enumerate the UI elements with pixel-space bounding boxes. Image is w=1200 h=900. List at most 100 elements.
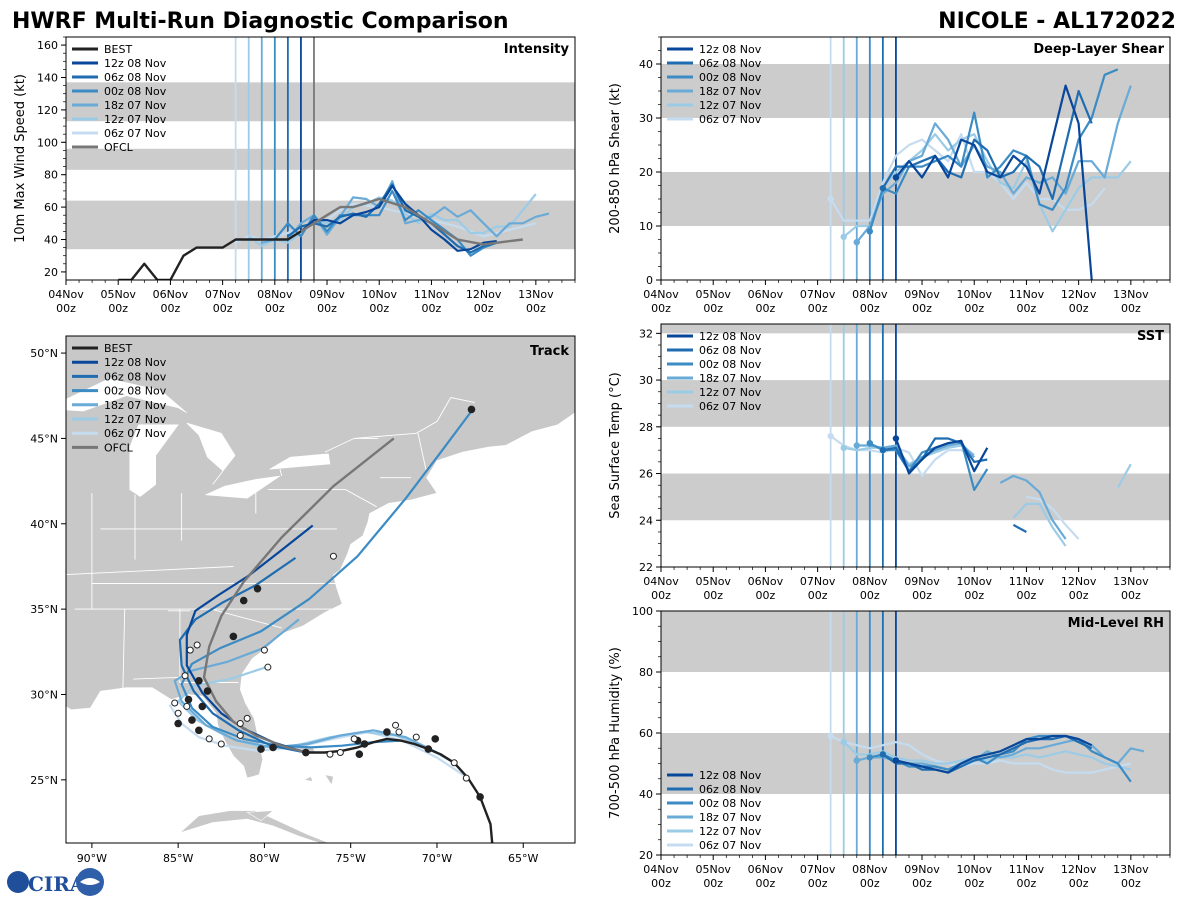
x-tick-label-hour: 00z [1069, 302, 1089, 315]
track-line-OFCL [202, 437, 395, 754]
x-tick-label: 85°W [163, 852, 193, 865]
x-tick-label-hour: 00z [1121, 302, 1141, 315]
track-position-marker [184, 695, 193, 704]
y-tick-label: 10 [639, 220, 653, 233]
series-start-marker [892, 174, 900, 181]
y-tick-label: 20 [44, 266, 58, 279]
series-line-r12z07 [842, 741, 1132, 771]
series-line-r12z07 [843, 444, 1132, 547]
track-panel: 90°W 85°W 80°W 75°W 70°W 65°W 25°N 30°N 35°N 40°N… [30, 335, 576, 865]
land-island [179, 810, 330, 843]
x-tick-label: 80°W [249, 852, 279, 865]
track-position-marker-open [171, 699, 179, 707]
x-tick-label-date: 10Nov [361, 288, 397, 301]
x-tick-label-hour: 00z [1017, 302, 1037, 315]
great-lake [204, 475, 281, 499]
track-position-marker-open [193, 641, 201, 649]
series-start-marker [892, 757, 900, 764]
x-tick-label-date: 12Nov [1061, 863, 1097, 876]
track-position-marker [195, 726, 203, 735]
track-position-marker [383, 728, 391, 736]
legend-label: BEST [104, 43, 132, 56]
y-tick-label: 24 [639, 514, 653, 527]
track-position-marker [188, 716, 196, 724]
y-tick-label: 45°N [30, 432, 58, 445]
x-tick-label-hour: 00z [912, 877, 932, 890]
panel-title: Track [530, 344, 569, 359]
x-tick-label-date: 06Nov [153, 288, 189, 301]
panel-title: Mid-Level RH [1068, 616, 1164, 631]
threshold-band [661, 324, 1170, 334]
legend-label: 00z 08 Nov [699, 358, 762, 371]
y-tick-label: 40 [639, 788, 653, 801]
great-lake [269, 453, 331, 470]
legend-label: OFCL [104, 441, 134, 454]
x-tick-label-date: 09Nov [904, 575, 940, 588]
x-tick-label-date: 06Nov [748, 575, 784, 588]
x-tick-label-date: 10Nov [956, 288, 992, 301]
track-position-marker-open [236, 731, 244, 739]
x-tick-label: 90°W [77, 852, 107, 865]
legend-label: 00z 08 Nov [104, 385, 167, 398]
x-tick-label-hour: 00z [1017, 589, 1037, 602]
x-tick-label-hour: 00z [474, 302, 494, 315]
x-tick-label-date: 08Nov [852, 575, 888, 588]
track-position-marker [424, 745, 433, 753]
x-tick-label-date: 08Nov [257, 288, 293, 301]
x-tick-label-hour: 00z [964, 302, 984, 315]
land-island [246, 810, 274, 822]
x-tick-label-hour: 00z [1069, 589, 1089, 602]
land-island [324, 774, 334, 786]
x-tick-label: 65°W [508, 852, 538, 865]
y-tick-label: 100 [632, 605, 653, 618]
x-tick-label: 75°W [336, 852, 366, 865]
x-tick-label-hour: 00z [703, 589, 723, 602]
series-line-r06z08 [881, 89, 1093, 201]
track-position-marker [198, 702, 207, 711]
y-tick-label: 80 [44, 169, 58, 182]
series-start-marker [840, 233, 847, 240]
y-tick-label: 120 [37, 104, 58, 117]
y-tick-label: 25°N [30, 774, 58, 787]
legend-label: 06z 08 Nov [104, 370, 167, 383]
y-tick-label: 30 [639, 374, 653, 387]
legend-label: 06z 07 Nov [699, 839, 762, 852]
threshold-band [661, 473, 1170, 521]
track-position-marker-open [186, 646, 194, 654]
x-tick-label-hour: 00z [808, 877, 828, 890]
rh-panel: 2040608010004Nov00z05Nov00z06Nov00z07Nov… [608, 605, 1171, 890]
series-start-marker [866, 439, 874, 447]
track-position-marker [239, 596, 248, 605]
legend-label: 06z 07 Nov [104, 427, 167, 440]
series-line-r12z07 [248, 193, 537, 248]
series-line-BEST [118, 230, 302, 280]
x-tick-label-hour: 00z [317, 302, 337, 315]
x-tick-label-hour: 00z [964, 877, 984, 890]
x-tick-label-hour: 00z [213, 302, 233, 315]
track-position-marker-open [326, 750, 334, 758]
series-line-r12z08 [300, 184, 497, 252]
legend-label: 00z 08 Nov [699, 797, 762, 810]
x-tick-label-date: 08Nov [852, 288, 888, 301]
axes-frame [660, 323, 1171, 568]
x-tick-label-hour: 00z [912, 302, 932, 315]
legend-label: 00z 08 Nov [104, 85, 167, 98]
x-tick-label-date: 13Nov [518, 288, 554, 301]
legend-label: 12z 08 Nov [104, 57, 167, 70]
plot-area [661, 611, 1170, 855]
track-position-marker-open [350, 735, 358, 743]
series-line-r06z08 [882, 734, 1093, 774]
state-border [354, 396, 475, 439]
legend-label: 06z 08 Nov [699, 783, 762, 796]
x-tick-label-date: 07Nov [800, 575, 836, 588]
x-tick-label-hour: 00z [369, 302, 389, 315]
x-tick-label-date: 04Nov [643, 288, 679, 301]
track-position-marker-open [260, 646, 268, 654]
y-tick-label: 50°N [30, 347, 58, 360]
x-tick-label-date: 09Nov [904, 288, 940, 301]
track-line-r00z08 [180, 410, 473, 749]
x-tick-label-hour: 00z [1017, 877, 1037, 890]
track-position-marker-open [395, 728, 403, 736]
intensity-panel: 2040608010012014016004Nov00z05Nov00z06No… [13, 36, 576, 315]
legend-label: 12z 07 Nov [699, 99, 762, 112]
